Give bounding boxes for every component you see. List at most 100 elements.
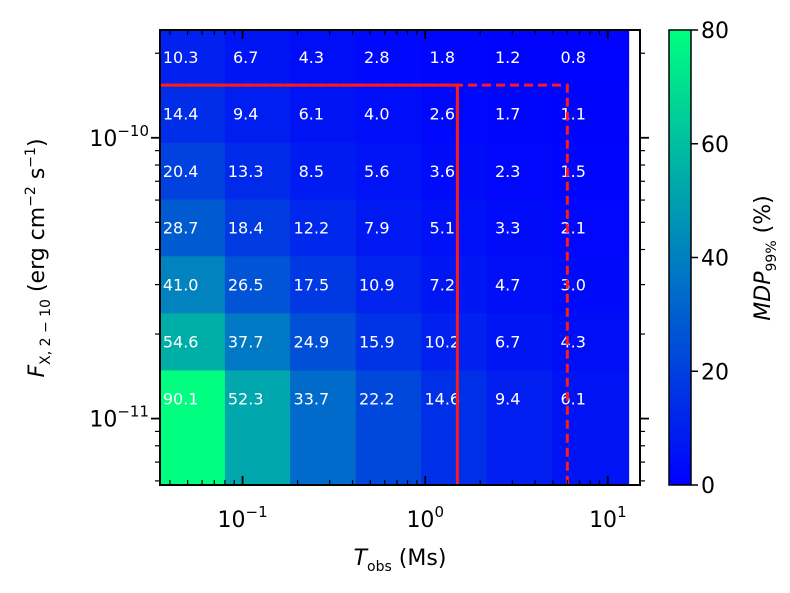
heatmap-cell — [486, 199, 553, 257]
heatmap-cell — [224, 85, 291, 143]
heatmap-cell — [486, 312, 553, 371]
cell-value-label: 0.8 — [560, 48, 585, 67]
heatmap-cell — [421, 142, 488, 200]
cell-value-label: 26.5 — [228, 276, 264, 295]
heatmap-cell — [552, 199, 630, 257]
cell-value-label: 1.1 — [560, 105, 585, 124]
heatmap-cell — [224, 30, 291, 86]
cell-value-label: 24.9 — [294, 333, 330, 352]
cell-value-label: 10.2 — [424, 333, 460, 352]
cell-value-label: 37.7 — [228, 333, 264, 352]
heatmap-cell — [486, 142, 553, 200]
heatmap-cell — [421, 426, 488, 486]
heatmap-cell — [355, 255, 422, 314]
cell-value-label: 3.6 — [430, 162, 455, 181]
cell-value-label: 1.7 — [495, 105, 520, 124]
colorbar-ticks: 0 20 40 60 80 — [691, 19, 729, 499]
colorbar — [668, 29, 692, 486]
heatmap-cell — [355, 30, 422, 86]
heatmap-cell — [486, 369, 553, 427]
heatmap-cell — [160, 199, 226, 257]
heatmap-cell — [290, 369, 357, 427]
threshold-lines — [160, 83, 569, 485]
heatmap-cell — [355, 312, 422, 371]
heatmap-cell — [421, 30, 488, 86]
y-tick-label: 10−11 — [89, 403, 149, 433]
cell-value-label: 1.2 — [495, 48, 520, 67]
cell-value-label: 1.8 — [430, 48, 455, 67]
cell-value-label: 10.3 — [163, 48, 199, 67]
heatmap-cell — [290, 85, 357, 143]
heatmap-cell — [224, 255, 291, 314]
cell-value-label: 54.6 — [163, 333, 199, 352]
y-tick-labels: 10−11 10−10 — [89, 122, 149, 433]
colorbar-tick-label: 40 — [701, 247, 729, 272]
cell-value-label: 2.3 — [495, 162, 520, 181]
cell-value-label: 14.6 — [424, 389, 460, 408]
cell-value-label: 41.0 — [163, 276, 199, 295]
cell-value-label: 2.1 — [560, 219, 585, 238]
heatmap-cell — [290, 312, 357, 371]
heatmap-cell — [421, 369, 488, 427]
heatmap-cell — [486, 30, 553, 86]
heatmap-cell — [160, 30, 226, 86]
colorbar-label: MDP99% (%) — [751, 195, 780, 320]
heatmap-cell — [290, 255, 357, 314]
heatmap-cell — [552, 369, 630, 427]
x-tick-label: 100 — [406, 503, 444, 533]
dashed-threshold-line — [160, 83, 569, 485]
heatmap-cell — [421, 199, 488, 257]
cell-value-label: 6.1 — [560, 389, 585, 408]
heatmap-cell — [421, 85, 488, 143]
heatmap-cell — [160, 426, 226, 486]
plot-frame — [159, 29, 641, 486]
heatmap-cell — [552, 85, 630, 143]
cell-value-label: 7.2 — [430, 276, 455, 295]
cell-value-label: 7.9 — [364, 219, 389, 238]
heatmap-cell — [224, 199, 291, 257]
colorbar-tick-label: 80 — [701, 19, 729, 44]
cell-value-label: 2.8 — [364, 48, 389, 67]
cell-value-label: 13.3 — [228, 162, 264, 181]
y-axis-label: FX, 2 − 10 (erg cm−2 s−1) — [23, 138, 54, 377]
heatmap-cell — [224, 312, 291, 371]
heatmap-cell — [552, 255, 630, 314]
colorbar-tick-label: 0 — [701, 474, 715, 499]
cell-value-label: 5.6 — [364, 162, 389, 181]
cell-value-label: 10.9 — [359, 276, 395, 295]
cell-value-label: 15.9 — [359, 333, 395, 352]
cell-value-label: 4.7 — [495, 276, 520, 295]
heatmap-cell — [486, 426, 553, 486]
heatmap-cell — [290, 142, 357, 200]
heatmap-cell — [355, 85, 422, 143]
heatmap-cell — [160, 255, 226, 314]
x-axis-ticks — [169, 30, 609, 485]
x-tick-labels: 10−1 100 101 — [218, 503, 627, 533]
cell-value-label: 17.5 — [294, 276, 330, 295]
heatmap-cell — [421, 312, 488, 371]
cell-value-label: 8.5 — [299, 162, 324, 181]
heatmap-cell — [486, 85, 553, 143]
heatmap-cell — [224, 142, 291, 200]
cell-value-label: 9.4 — [495, 389, 520, 408]
cell-value-label: 4.3 — [560, 333, 585, 352]
cell-value-label: 9.4 — [233, 105, 258, 124]
cell-value-label: 5.1 — [430, 219, 455, 238]
x-axis-label: Tobs (Ms) — [354, 546, 447, 575]
heatmap-cell — [160, 142, 226, 200]
heatmap-cell — [552, 312, 630, 371]
cell-value-label: 6.7 — [233, 48, 258, 67]
cell-value-label: 4.3 — [299, 48, 324, 67]
cell-value-label: 33.7 — [294, 389, 330, 408]
heatmap-cell — [552, 30, 630, 86]
heatmap-cell — [160, 369, 226, 427]
heatmap-cells — [160, 30, 630, 486]
cell-value-label: 14.4 — [163, 105, 199, 124]
colorbar-tick-label: 60 — [701, 133, 729, 158]
cell-value-label: 6.1 — [299, 105, 324, 124]
cell-value-label: 3.3 — [495, 219, 520, 238]
heatmap-cell — [355, 426, 422, 486]
cell-value-label: 12.2 — [294, 219, 330, 238]
x-tick-label: 101 — [589, 503, 627, 533]
